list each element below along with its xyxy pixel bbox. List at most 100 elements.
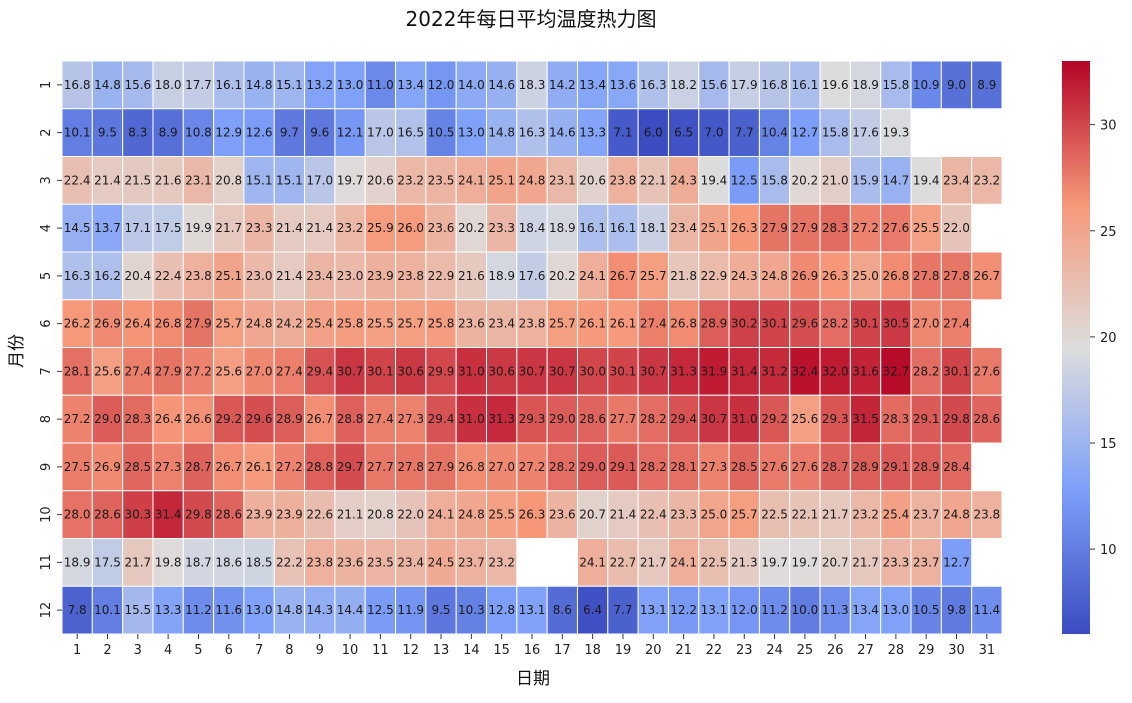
cell-value-label: 28.6 [215,508,242,522]
cell-value-label: 13.4 [852,603,879,617]
heatmap-cell [213,538,245,587]
heatmap-cell [940,156,973,205]
cell-value-label: 27.2 [276,460,303,474]
x-tick-label: 15 [493,643,510,658]
heatmap-cell [758,490,791,539]
heatmap-cell [880,108,912,157]
cell-value-label: 28.3 [883,412,910,426]
heatmap-cell [395,203,427,253]
cell-value-label: 7.7 [613,603,632,617]
cell-value-label: 29.8 [943,412,970,426]
cell-value-label: 23.8 [519,317,546,331]
cell-value-label: 23.3 [246,221,273,235]
heatmap-cell [304,490,336,539]
cell-value-label: 26.1 [610,317,637,331]
heatmap-cell [637,203,669,253]
heatmap-cell [243,347,275,396]
heatmap-cell [789,156,821,205]
cell-value-label: 29.2 [215,412,242,426]
heatmap-cell [546,490,578,539]
cell-value-label: 23.8 [306,555,333,569]
cell-value-label: 21.0 [822,173,849,187]
colorbar-tick-label: 20 [1100,331,1117,346]
cell-value-label: 22.1 [792,508,819,522]
heatmap-cell [182,156,215,205]
heatmap-cell [304,299,336,348]
heatmap-cell [516,347,548,396]
cell-value-label: 27.2 [852,221,879,235]
heatmap-cell [698,203,730,253]
cell-value-label: 26.0 [397,221,424,235]
heatmap-cell [213,108,245,157]
cell-value-label: 14.5 [64,221,91,235]
cell-value-label: 21.5 [124,173,151,187]
cell-value-label: 12.2 [670,603,697,617]
cell-value-label: 22.0 [397,508,424,522]
cell-value-label: 11.3 [822,603,849,617]
cell-value-label: 30.7 [701,412,728,426]
cell-value-label: 26.1 [246,460,273,474]
cell-value-label: 30.7 [640,364,667,378]
cell-value-label: 6.4 [583,603,602,617]
heatmap-cell [576,490,609,539]
cell-value-label: 13.1 [640,603,667,617]
heatmap-cell [304,394,336,444]
cell-value-label: 23.2 [337,221,364,235]
x-tick-label: 30 [948,643,965,658]
heatmap-cell [273,538,306,587]
x-tick-label: 10 [342,643,359,658]
heatmap-cell [819,156,851,205]
heatmap-cell [910,347,942,396]
cell-value-label: 31.9 [701,364,728,378]
cell-value-label: 28.9 [852,460,879,474]
heatmap-cell [849,394,882,444]
cell-value-label: 19.6 [822,78,849,92]
cell-value-label: 23.7 [913,555,940,569]
cell-value-label: 26.7 [215,460,242,474]
cell-value-label: 13.7 [94,221,121,235]
heatmap-cell [243,203,275,253]
heatmap-cell [910,490,942,539]
cell-value-label: 24.1 [579,555,606,569]
cell-value-label: 25.1 [701,221,728,235]
heatmap-cell [940,490,973,539]
cell-value-label: 9.6 [310,126,329,140]
cell-value-label: 12.0 [731,603,758,617]
y-tick-label: 9 [39,463,54,471]
cell-value-label: 32.7 [883,364,910,378]
cell-value-label: 16.3 [640,78,667,92]
cell-value-label: 18.9 [488,269,515,283]
heatmap-cell [880,251,912,301]
cell-value-label: 20.2 [792,173,819,187]
cell-value-label: 27.8 [943,269,970,283]
cell-value-label: 26.9 [94,317,121,331]
y-tick-label: 5 [39,272,54,280]
cell-value-label: 26.8 [883,269,910,283]
heatmap-cell [758,108,791,157]
cell-value-label: 21.4 [94,173,121,187]
cell-value-label: 27.6 [792,460,819,474]
cell-value-label: 27.4 [943,317,970,331]
cell-value-label: 29.1 [883,460,910,474]
cell-value-label: 19.7 [761,555,788,569]
heatmap-cell [273,156,306,205]
heatmap-cell [789,203,821,253]
heatmap-cell [182,299,215,348]
cell-value-label: 6.0 [644,126,663,140]
cell-value-label: 11.0 [367,78,394,92]
cell-value-label: 21.4 [306,221,333,235]
cell-value-label: 10.4 [761,126,788,140]
cell-value-label: 27.4 [276,364,303,378]
x-tick-label: 11 [372,643,389,658]
heatmap-cell [455,538,488,587]
heatmap-cell [971,347,1003,396]
cell-value-label: 26.3 [519,508,546,522]
cell-value-label: 14.4 [337,603,364,617]
heatmap-cell [576,251,609,301]
cell-value-label: 27.8 [913,269,940,283]
cell-value-label: 28.8 [306,460,333,474]
heatmap-cell [122,442,154,492]
cell-value-label: 7.0 [704,126,723,140]
heatmap-cell [789,585,821,635]
